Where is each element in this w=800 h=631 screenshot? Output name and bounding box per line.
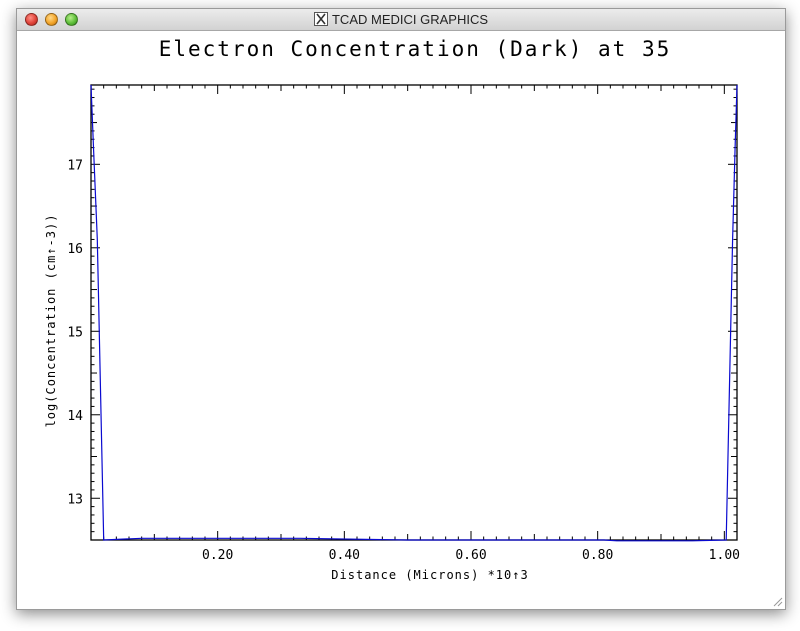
title-bar[interactable]: TCAD MEDICI GRAPHICS <box>17 9 785 31</box>
y-tick-label: 17 <box>67 158 83 173</box>
x-tick-label: 0.80 <box>582 548 613 563</box>
y-tick-label: 16 <box>67 242 83 257</box>
plot-frame <box>90 84 738 541</box>
close-button[interactable] <box>25 13 38 26</box>
x-tick-label: 0.60 <box>455 548 486 563</box>
window-title: TCAD MEDICI GRAPHICS <box>331 12 488 27</box>
y-tick-label: 15 <box>67 325 83 340</box>
zoom-button[interactable] <box>65 13 78 26</box>
chart-title: Electron Concentration (Dark) at 35 <box>159 37 672 61</box>
window-title-wrap: TCAD MEDICI GRAPHICS <box>17 11 785 28</box>
resize-grip[interactable] <box>771 595 783 607</box>
x11-icon <box>313 12 328 26</box>
x-tick-label: 1.00 <box>709 548 740 563</box>
graphics-area: Electron Concentration (Dark) at 35 0.20… <box>17 31 785 609</box>
series-line-0 <box>90 84 738 542</box>
x-tick-label: 0.40 <box>329 548 360 563</box>
y-tick-label: 14 <box>67 409 83 424</box>
chart: Electron Concentration (Dark) at 35 0.20… <box>44 37 740 582</box>
y-tick-label: 13 <box>67 492 83 507</box>
x-axis-label: Distance (Microns) *10↑3 <box>331 568 528 582</box>
x-tick-label: 0.20 <box>202 548 233 563</box>
app-window: TCAD MEDICI GRAPHICS Electron Concentrat… <box>16 8 786 610</box>
minimize-button[interactable] <box>45 13 58 26</box>
y-axis-label: log(Concentration (cm↑-3)) <box>44 214 58 428</box>
